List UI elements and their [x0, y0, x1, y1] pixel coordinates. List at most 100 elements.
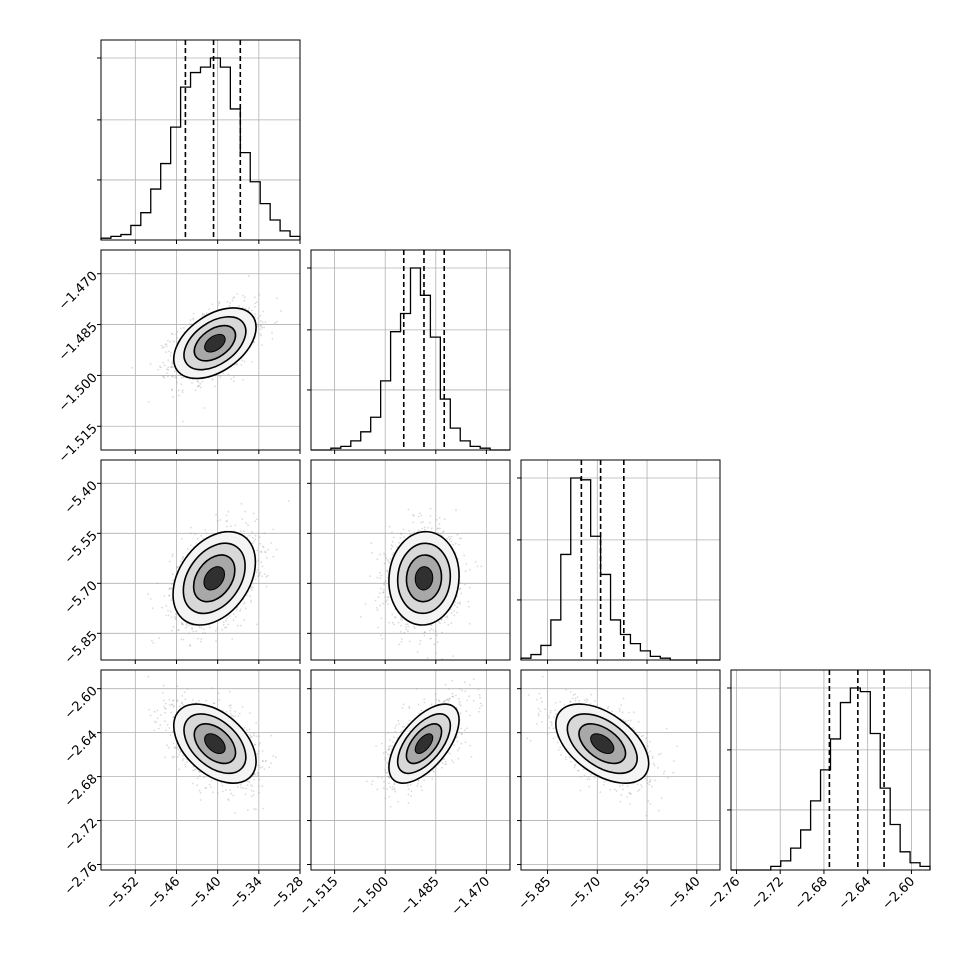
scatter-point	[258, 735, 260, 738]
scatter-point	[181, 701, 183, 704]
scatter-point	[259, 320, 262, 322]
scatter-point	[234, 616, 237, 618]
scatter-point	[419, 639, 422, 642]
scatter-point	[181, 376, 183, 379]
scatter-point	[457, 602, 459, 605]
scatter-point	[427, 526, 429, 529]
scatter-point	[182, 754, 185, 757]
scatter-point	[161, 347, 164, 349]
scatter-point	[149, 598, 152, 600]
scatter-point	[189, 544, 192, 547]
histogram-panel-2	[517, 459, 721, 661]
scatter-point	[248, 781, 251, 784]
scatter-point	[177, 566, 180, 568]
histogram-step	[520, 477, 720, 661]
scatter-point	[233, 296, 236, 299]
scatter-point	[165, 605, 168, 607]
scatter-point	[394, 617, 397, 619]
scatter-point	[405, 623, 407, 626]
scatter-point	[447, 623, 450, 626]
scatter-point	[399, 537, 402, 539]
scatter-point	[185, 623, 188, 625]
scatter-point	[459, 587, 462, 590]
scatter-point	[476, 565, 479, 568]
scatter-point	[171, 388, 174, 391]
scatter-point	[463, 583, 466, 586]
scatter-point	[167, 746, 170, 749]
histogram-step	[731, 687, 931, 871]
scatter-point	[386, 599, 389, 601]
scatter-point	[442, 530, 445, 533]
scatter-point	[250, 585, 253, 588]
scatter-point	[171, 375, 173, 378]
scatter-point	[240, 624, 242, 627]
scatter-point	[260, 324, 263, 327]
scatter-point	[458, 601, 461, 604]
scatter-point	[176, 336, 179, 339]
scatter-point	[376, 607, 378, 609]
scatter-point	[208, 626, 211, 629]
scatter-point	[161, 344, 163, 347]
scatter-point	[264, 551, 266, 553]
scatter-point	[359, 616, 362, 618]
scatter-point	[383, 583, 385, 586]
scatter-point	[191, 627, 193, 629]
scatter-point	[399, 630, 402, 633]
scatter-point	[176, 566, 178, 569]
scatter-point	[382, 588, 385, 591]
scatter-point	[480, 565, 483, 568]
scatter-point	[184, 627, 187, 629]
scatter-point	[387, 603, 389, 605]
scatter-point	[264, 760, 267, 763]
scatter-point	[248, 275, 250, 277]
scatter-point	[168, 594, 171, 597]
scatter-point	[191, 699, 194, 702]
scatter-point	[262, 807, 264, 810]
scatter-point	[380, 574, 383, 577]
scatter-point	[253, 794, 256, 796]
scatter-point	[201, 314, 204, 317]
scatter-point	[255, 722, 258, 724]
scatter-point	[264, 321, 267, 324]
pair-panel-3-0	[100, 669, 301, 871]
scatter-point	[253, 778, 256, 781]
scatter-point	[256, 301, 258, 303]
scatter-point	[194, 389, 197, 392]
scatter-point	[408, 640, 411, 643]
scatter-point	[227, 623, 230, 626]
scatter-point	[259, 328, 262, 331]
scatter-point	[171, 362, 174, 365]
scatter-point	[170, 366, 173, 369]
scatter-point	[175, 566, 178, 569]
scatter-point	[447, 536, 450, 538]
scatter-point	[396, 546, 398, 548]
scatter-point	[401, 619, 403, 621]
scatter-point	[189, 644, 192, 647]
scatter-point	[258, 294, 261, 296]
scatter-point	[198, 771, 201, 773]
scatter-point	[188, 644, 191, 647]
scatter-point	[205, 312, 208, 314]
scatter-point	[429, 638, 432, 640]
scatter-point	[423, 631, 426, 634]
scatter-point	[175, 747, 178, 750]
scatter-point	[182, 758, 185, 760]
scatter-point	[197, 637, 200, 640]
scatter-point	[232, 297, 235, 299]
scatter-point	[251, 542, 254, 544]
scatter-point	[245, 607, 247, 610]
scatter-point	[407, 625, 410, 628]
scatter-point	[239, 608, 242, 611]
scatter-point	[243, 360, 246, 363]
scatter-point	[251, 536, 254, 539]
scatter-point	[217, 304, 220, 307]
scatter-point	[450, 540, 453, 543]
density-contour	[414, 566, 434, 591]
scatter-point	[231, 638, 234, 640]
scatter-point	[388, 525, 391, 528]
scatter-point	[423, 526, 426, 529]
scatter-point	[203, 313, 206, 316]
scatter-point	[192, 318, 195, 321]
scatter-point	[260, 551, 263, 553]
scatter-point	[383, 552, 385, 555]
